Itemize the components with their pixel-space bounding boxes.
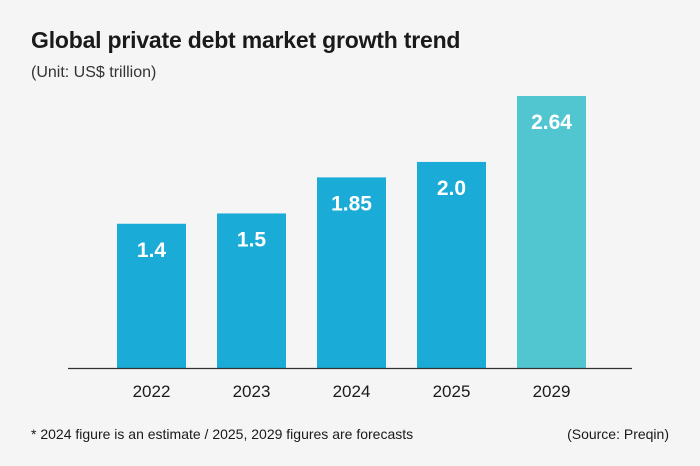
bar-2023	[217, 213, 286, 368]
bar-value-label-2025: 2.0	[437, 177, 466, 200]
bar-value-label-2029: 2.64	[531, 111, 572, 134]
x-tick-label-2025: 2025	[433, 382, 471, 401]
chart-subtitle: (Unit: US$ trillion)	[31, 64, 157, 81]
bars-group: 1.4 1.5 1.85 2.0 2.64	[117, 96, 586, 368]
x-tick-label-2024: 2024	[333, 382, 371, 401]
bar-2029	[517, 96, 586, 368]
bar-value-label-2024: 1.85	[331, 192, 372, 215]
x-tick-label-2023: 2023	[233, 382, 271, 401]
source-note: (Source: Preqin)	[567, 426, 669, 442]
chart-title: Global private debt market growth trend	[31, 27, 461, 53]
footnote: * 2024 figure is an estimate / 2025, 202…	[31, 426, 414, 442]
bar-value-label-2023: 1.5	[237, 228, 267, 251]
bar-value-label-2022: 1.4	[137, 239, 167, 262]
x-tick-labels: 2022 2023 2024 2025 2029	[133, 382, 571, 401]
bar-2025	[417, 161, 486, 368]
bar-2022	[117, 223, 186, 368]
bar-2024	[317, 177, 386, 368]
x-tick-label-2029: 2029	[533, 382, 571, 401]
x-tick-label-2022: 2022	[133, 382, 171, 401]
